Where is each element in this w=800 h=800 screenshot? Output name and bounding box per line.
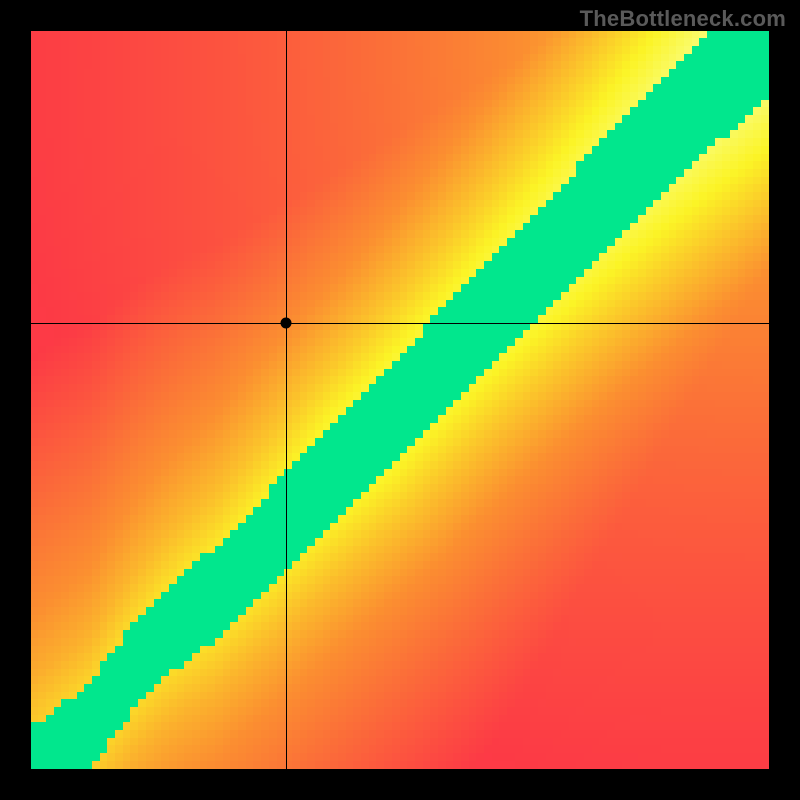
chart-container: TheBottleneck.com — [0, 0, 800, 800]
heatmap-canvas — [31, 31, 769, 769]
crosshair-vertical — [286, 31, 287, 769]
plot-area — [31, 31, 769, 769]
crosshair-horizontal — [31, 323, 769, 324]
watermark-text: TheBottleneck.com — [580, 6, 786, 32]
data-point-marker — [280, 317, 291, 328]
